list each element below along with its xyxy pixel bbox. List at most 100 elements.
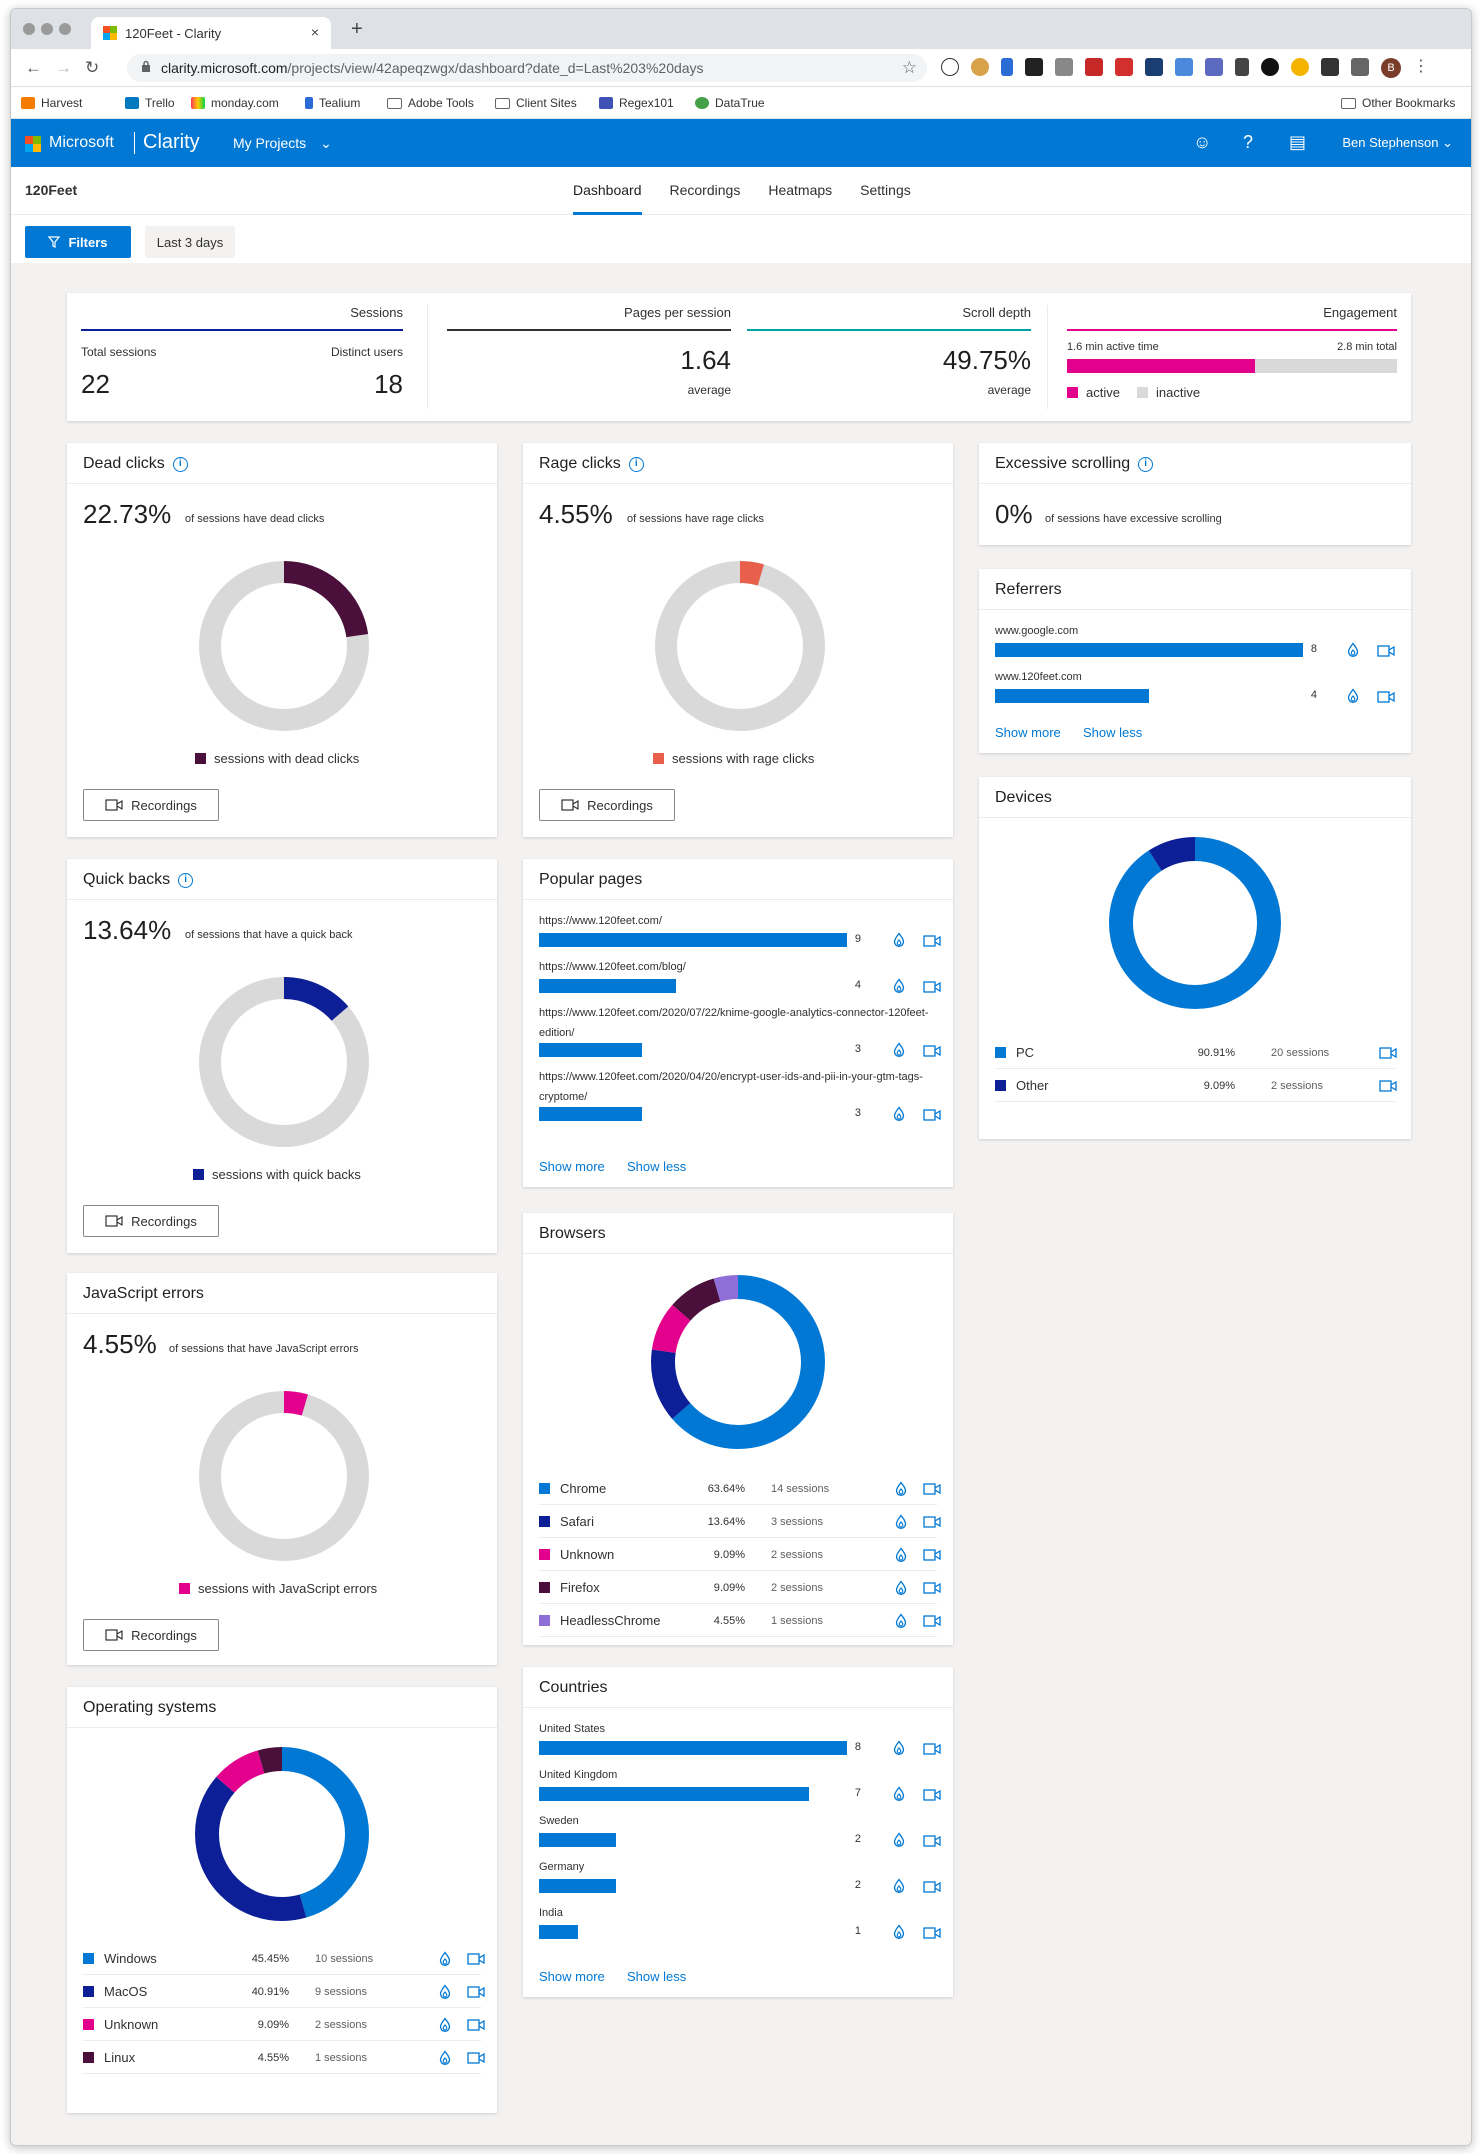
table-row[interactable]: PC 90.91% 20 sessions [995, 1037, 1397, 1069]
heatmap-icon[interactable] [1345, 688, 1361, 704]
recordings-icon[interactable] [467, 1953, 485, 1969]
heatmap-icon[interactable] [437, 1984, 453, 2000]
bar-label[interactable]: https://www.120feet.com/blog/ [539, 961, 686, 973]
bar-label[interactable]: Sweden [539, 1815, 579, 1827]
heatmap-icon[interactable] [437, 2017, 453, 2033]
help-icon[interactable]: ? [1243, 132, 1254, 152]
dead-clicks-recordings-button[interactable]: Recordings [83, 789, 219, 821]
recordings-icon[interactable] [923, 1483, 941, 1499]
heatmap-icon[interactable] [891, 1042, 907, 1058]
extension-icon[interactable] [1175, 58, 1193, 76]
maximize-window-button[interactable] [59, 23, 71, 35]
table-row[interactable]: Windows 45.45% 10 sessions [83, 1943, 485, 1975]
table-row[interactable]: HeadlessChrome 4.55% 1 sessions [539, 1605, 941, 1637]
product-name[interactable]: Clarity [143, 131, 200, 153]
countries-show-more[interactable]: Show more [539, 1969, 605, 1984]
my-projects-menu[interactable]: My Projects ⌄ [233, 135, 332, 151]
heatmap-icon[interactable] [437, 2050, 453, 2066]
wifi-extension-icon[interactable] [1291, 58, 1309, 76]
extension-icon[interactable] [1235, 58, 1249, 76]
tab-settings[interactable]: Settings [860, 182, 911, 198]
heatmap-icon[interactable] [891, 978, 907, 994]
tealium-extension-icon[interactable] [1001, 58, 1013, 76]
pages-show-less[interactable]: Show less [627, 1159, 687, 1174]
bar-label[interactable]: Germany [539, 1861, 585, 1873]
bookmark-star-icon[interactable]: ☆ [901, 58, 917, 77]
donut-segment[interactable] [655, 561, 825, 731]
table-row[interactable]: Chrome 63.64% 14 sessions [539, 1473, 941, 1505]
date-range-button[interactable]: Last 3 days [145, 226, 235, 258]
donut-segment[interactable] [199, 561, 369, 731]
table-row[interactable]: Safari 13.64% 3 sessions [539, 1506, 941, 1538]
recordings-icon[interactable] [923, 1108, 941, 1124]
referrers-show-less[interactable]: Show less [1083, 725, 1143, 740]
recordings-icon[interactable] [923, 1926, 941, 1942]
bookmark-folder[interactable]: Client Sites [495, 96, 577, 110]
recordings-icon[interactable] [923, 1549, 941, 1565]
bar-label[interactable]: https://www.120feet.com/ [539, 915, 662, 927]
bookmark-item[interactable]: Tealium [305, 96, 360, 110]
browser-menu-icon[interactable]: ⋮ [1413, 58, 1429, 75]
info-icon[interactable]: i [172, 456, 188, 472]
donut-segment-pc[interactable] [1109, 837, 1281, 1009]
recordings-icon[interactable] [923, 934, 941, 950]
heatmap-icon[interactable] [1345, 642, 1361, 658]
back-icon[interactable]: ← [25, 58, 42, 77]
bar-label[interactable]: India [539, 1907, 563, 1919]
extension-icon[interactable] [1085, 58, 1103, 76]
recordings-icon[interactable] [923, 1582, 941, 1598]
extension-icon[interactable] [1261, 58, 1279, 76]
heatmap-icon[interactable] [893, 1481, 909, 1497]
filters-button[interactable]: Filters [25, 226, 131, 258]
heatmap-icon[interactable] [891, 1786, 907, 1802]
countries-show-less[interactable]: Show less [627, 1969, 687, 1984]
heatmap-icon[interactable] [891, 1924, 907, 1940]
bar-label[interactable]: United Kingdom [539, 1769, 618, 1781]
donut-segment-macos[interactable] [195, 1747, 369, 1921]
feedback-smiley-icon[interactable]: ☺ [1193, 132, 1212, 152]
donut-segment-safari[interactable] [651, 1275, 825, 1449]
document-icon[interactable]: ▤ [1289, 132, 1307, 152]
recordings-icon[interactable] [467, 1986, 485, 2002]
js-errors-recordings-button[interactable]: Recordings [83, 1619, 219, 1651]
bar-label[interactable]: https://www.120feet.com/2020/07/22/knime… [539, 1007, 929, 1039]
info-icon[interactable]: i [178, 872, 194, 888]
address-bar[interactable]: clarity.microsoft.com/projects/view/42ap… [127, 54, 927, 82]
heatmap-icon[interactable] [891, 1106, 907, 1122]
tab-dashboard[interactable]: Dashboard [573, 167, 642, 215]
bookmark-item[interactable]: monday.com [191, 96, 279, 110]
minimize-window-button[interactable] [41, 23, 53, 35]
puzzle-icon[interactable] [1351, 58, 1369, 76]
recordings-icon[interactable] [923, 1615, 941, 1631]
heatmap-icon[interactable] [891, 1740, 907, 1756]
table-row[interactable]: Other 9.09% 2 sessions [995, 1070, 1397, 1102]
bookmark-item[interactable]: Harvest [21, 96, 82, 110]
extension-icon[interactable] [941, 58, 959, 76]
adobe-extension-icon[interactable] [1115, 58, 1133, 76]
bar-label[interactable]: United States [539, 1723, 606, 1735]
tab-recordings[interactable]: Recordings [669, 182, 741, 198]
extension-icon[interactable] [1145, 58, 1163, 76]
recordings-icon[interactable] [923, 1516, 941, 1532]
recordings-icon[interactable] [1377, 644, 1395, 660]
bar-label[interactable]: www.120feet.com [995, 671, 1082, 683]
donut-segment[interactable] [199, 977, 369, 1147]
heatmap-icon[interactable] [893, 1514, 909, 1530]
heatmap-icon[interactable] [893, 1580, 909, 1596]
other-bookmarks-folder[interactable]: Other Bookmarks [1341, 96, 1455, 110]
table-row[interactable]: Linux 4.55% 1 sessions [83, 2042, 485, 2074]
extension-icon[interactable] [1321, 58, 1339, 76]
recordings-icon[interactable] [923, 1788, 941, 1804]
heatmap-icon[interactable] [891, 932, 907, 948]
tab-heatmaps[interactable]: Heatmaps [768, 182, 833, 198]
bookmark-folder[interactable]: Adobe Tools [387, 96, 474, 110]
bar-label[interactable]: https://www.120feet.com/2020/04/20/encry… [539, 1071, 923, 1103]
cookie-extension-icon[interactable] [971, 58, 989, 76]
recordings-icon[interactable] [923, 1742, 941, 1758]
rage-clicks-recordings-button[interactable]: Recordings [539, 789, 675, 821]
table-row[interactable]: Unknown 9.09% 2 sessions [83, 2009, 485, 2041]
recordings-icon[interactable] [1379, 1047, 1397, 1063]
heatmap-icon[interactable] [437, 1951, 453, 1967]
recordings-icon[interactable] [923, 1880, 941, 1896]
recordings-icon[interactable] [923, 1834, 941, 1850]
